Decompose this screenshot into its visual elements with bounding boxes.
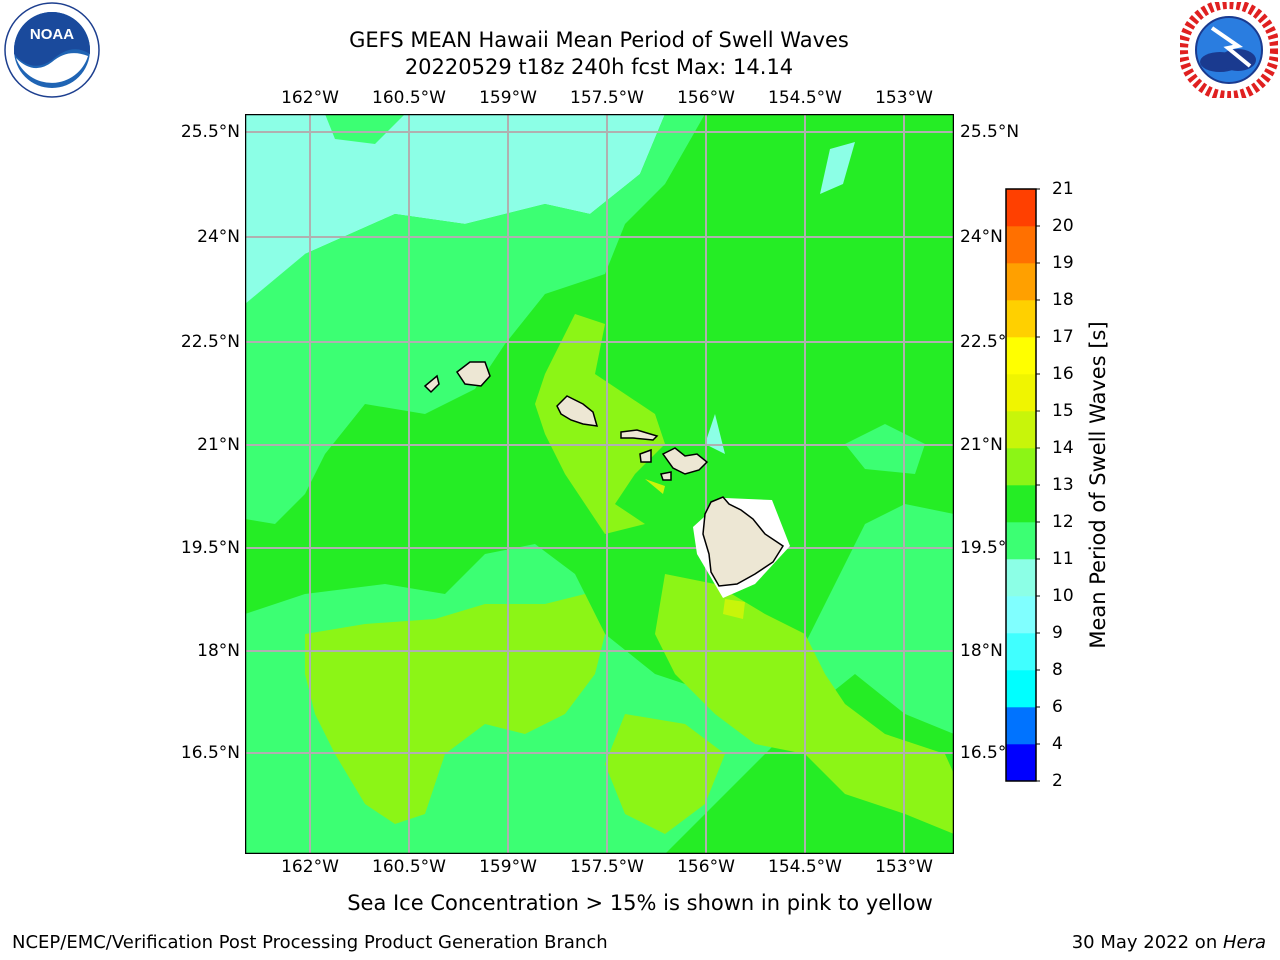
island-molokai xyxy=(620,429,659,441)
contour-region xyxy=(245,114,665,314)
noaa-logo-text: NOAA xyxy=(30,26,74,43)
bottom-lon-label: 159°W xyxy=(479,857,537,877)
colorbar-tick-label: 15 xyxy=(1052,401,1074,421)
contour-region xyxy=(645,479,665,494)
map-panel xyxy=(245,114,954,854)
bottom-lon-label: 156°W xyxy=(677,857,735,877)
sea-ice-note: Sea Ice Concentration > 15% is shown in … xyxy=(347,891,933,915)
left-lat-label: 21°N xyxy=(197,435,240,455)
island-maui xyxy=(661,447,709,475)
island-hawaii xyxy=(702,496,785,587)
left-lat-label: 24°N xyxy=(197,227,240,247)
date-text: 30 May 2022 on xyxy=(1071,932,1223,953)
date-stamp: 30 May 2022 on Hera xyxy=(1072,932,1266,953)
colorbar-segment xyxy=(1006,337,1036,375)
colorbar-segment xyxy=(1006,300,1036,338)
contour-region xyxy=(535,314,665,534)
colorbar-segment xyxy=(1006,596,1036,634)
top-lon-label: 162°W xyxy=(281,88,339,108)
left-lat-label: 22.5°N xyxy=(180,332,240,352)
map-frame xyxy=(245,114,954,854)
left-lat-label: 18°N xyxy=(197,641,240,661)
map-subtitle: 20220529 t18z 240h fcst Max: 14.14 xyxy=(404,55,794,79)
colorbar-tick-label: 10 xyxy=(1052,586,1074,606)
right-lat-label: 25.5°N xyxy=(960,122,1020,142)
contour-region xyxy=(325,114,405,144)
machine-name: Hera xyxy=(1222,932,1266,953)
colorbar-tick-label: 20 xyxy=(1052,216,1074,236)
colorbar-segment xyxy=(1006,189,1036,227)
colorbar-tick-label: 13 xyxy=(1052,475,1074,495)
colorbar-segment xyxy=(1006,559,1036,597)
top-lon-label: 157.5°W xyxy=(570,88,644,108)
top-lon-label: 159°W xyxy=(479,88,537,108)
colorbar-segment xyxy=(1006,670,1036,708)
colorbar-tick-label: 14 xyxy=(1052,438,1074,458)
graticule xyxy=(245,114,954,854)
left-lat-label: 16.5°N xyxy=(180,743,240,763)
colorbar-label: Mean Period of Swell Waves [s] xyxy=(1086,321,1110,649)
colorbar-tick-label: 17 xyxy=(1052,327,1074,347)
colorbar-tick-label: 12 xyxy=(1052,512,1074,532)
colorbar-tick-label: 9 xyxy=(1052,623,1063,643)
island-kahoolawe xyxy=(660,471,672,481)
islands xyxy=(423,361,790,598)
noaa-logo: NOAA xyxy=(4,2,100,98)
colorbar-tick-label: 16 xyxy=(1052,364,1074,384)
island-oahu xyxy=(556,395,599,427)
right-lat-label: 19.5°N xyxy=(960,538,1020,558)
contour-region xyxy=(820,142,855,194)
left-lat-label: 19.5°N xyxy=(180,538,240,558)
right-lat-label: 18°N xyxy=(960,641,1003,661)
colorbar-tick-label: 11 xyxy=(1052,549,1074,569)
bottom-lon-label: 154.5°W xyxy=(768,857,842,877)
top-lon-label: 154.5°W xyxy=(768,88,842,108)
bottom-lon-label: 153°W xyxy=(875,857,933,877)
island-kauai xyxy=(455,361,491,387)
contour-region xyxy=(723,599,745,619)
colorbar-segment xyxy=(1006,522,1036,560)
colorbar-tick-label: 2 xyxy=(1052,771,1063,791)
right-lat-label: 16.5°N xyxy=(960,743,1020,763)
colorbar-segment xyxy=(1006,374,1036,412)
contour-region xyxy=(245,114,705,524)
colorbar-tick-label: 18 xyxy=(1052,290,1074,310)
colorbar-tick-label: 4 xyxy=(1052,734,1063,754)
right-lat-label: 22.5°N xyxy=(960,332,1020,352)
colorbar-segment xyxy=(1006,485,1036,523)
colorbar-segment xyxy=(1006,448,1036,486)
left-lat-label: 25.5°N xyxy=(180,122,240,142)
colorbar-tick-label: 21 xyxy=(1052,179,1074,199)
top-lon-label: 156°W xyxy=(677,88,735,108)
top-lon-label: 153°W xyxy=(875,88,933,108)
island-niihau xyxy=(423,374,440,394)
colorbar-segment xyxy=(1006,633,1036,671)
colorbar xyxy=(1005,188,1040,782)
island-lanai xyxy=(639,448,652,463)
colorbar-tick-label: 19 xyxy=(1052,253,1074,273)
colorbar-segment xyxy=(1006,411,1036,449)
colorbar-segment xyxy=(1006,263,1036,301)
credit-text: NCEP/EMC/Verification Post Processing Pr… xyxy=(12,932,608,953)
bottom-lon-label: 162°W xyxy=(281,857,339,877)
nws-logo xyxy=(1180,2,1278,98)
bottom-lon-label: 160.5°W xyxy=(372,857,446,877)
colorbar-segment xyxy=(1006,744,1036,782)
colorbar-tick-label: 6 xyxy=(1052,697,1063,717)
colorbar-segment xyxy=(1006,226,1036,264)
right-lat-label: 24°N xyxy=(960,227,1003,247)
right-lat-label: 21°N xyxy=(960,435,1003,455)
bottom-lon-label: 157.5°W xyxy=(570,857,644,877)
colorbar-tick-label: 8 xyxy=(1052,660,1063,680)
top-lon-label: 160.5°W xyxy=(372,88,446,108)
map-title: GEFS MEAN Hawaii Mean Period of Swell Wa… xyxy=(349,28,849,52)
contour-region xyxy=(605,714,725,834)
colorbar-segment xyxy=(1006,707,1036,745)
